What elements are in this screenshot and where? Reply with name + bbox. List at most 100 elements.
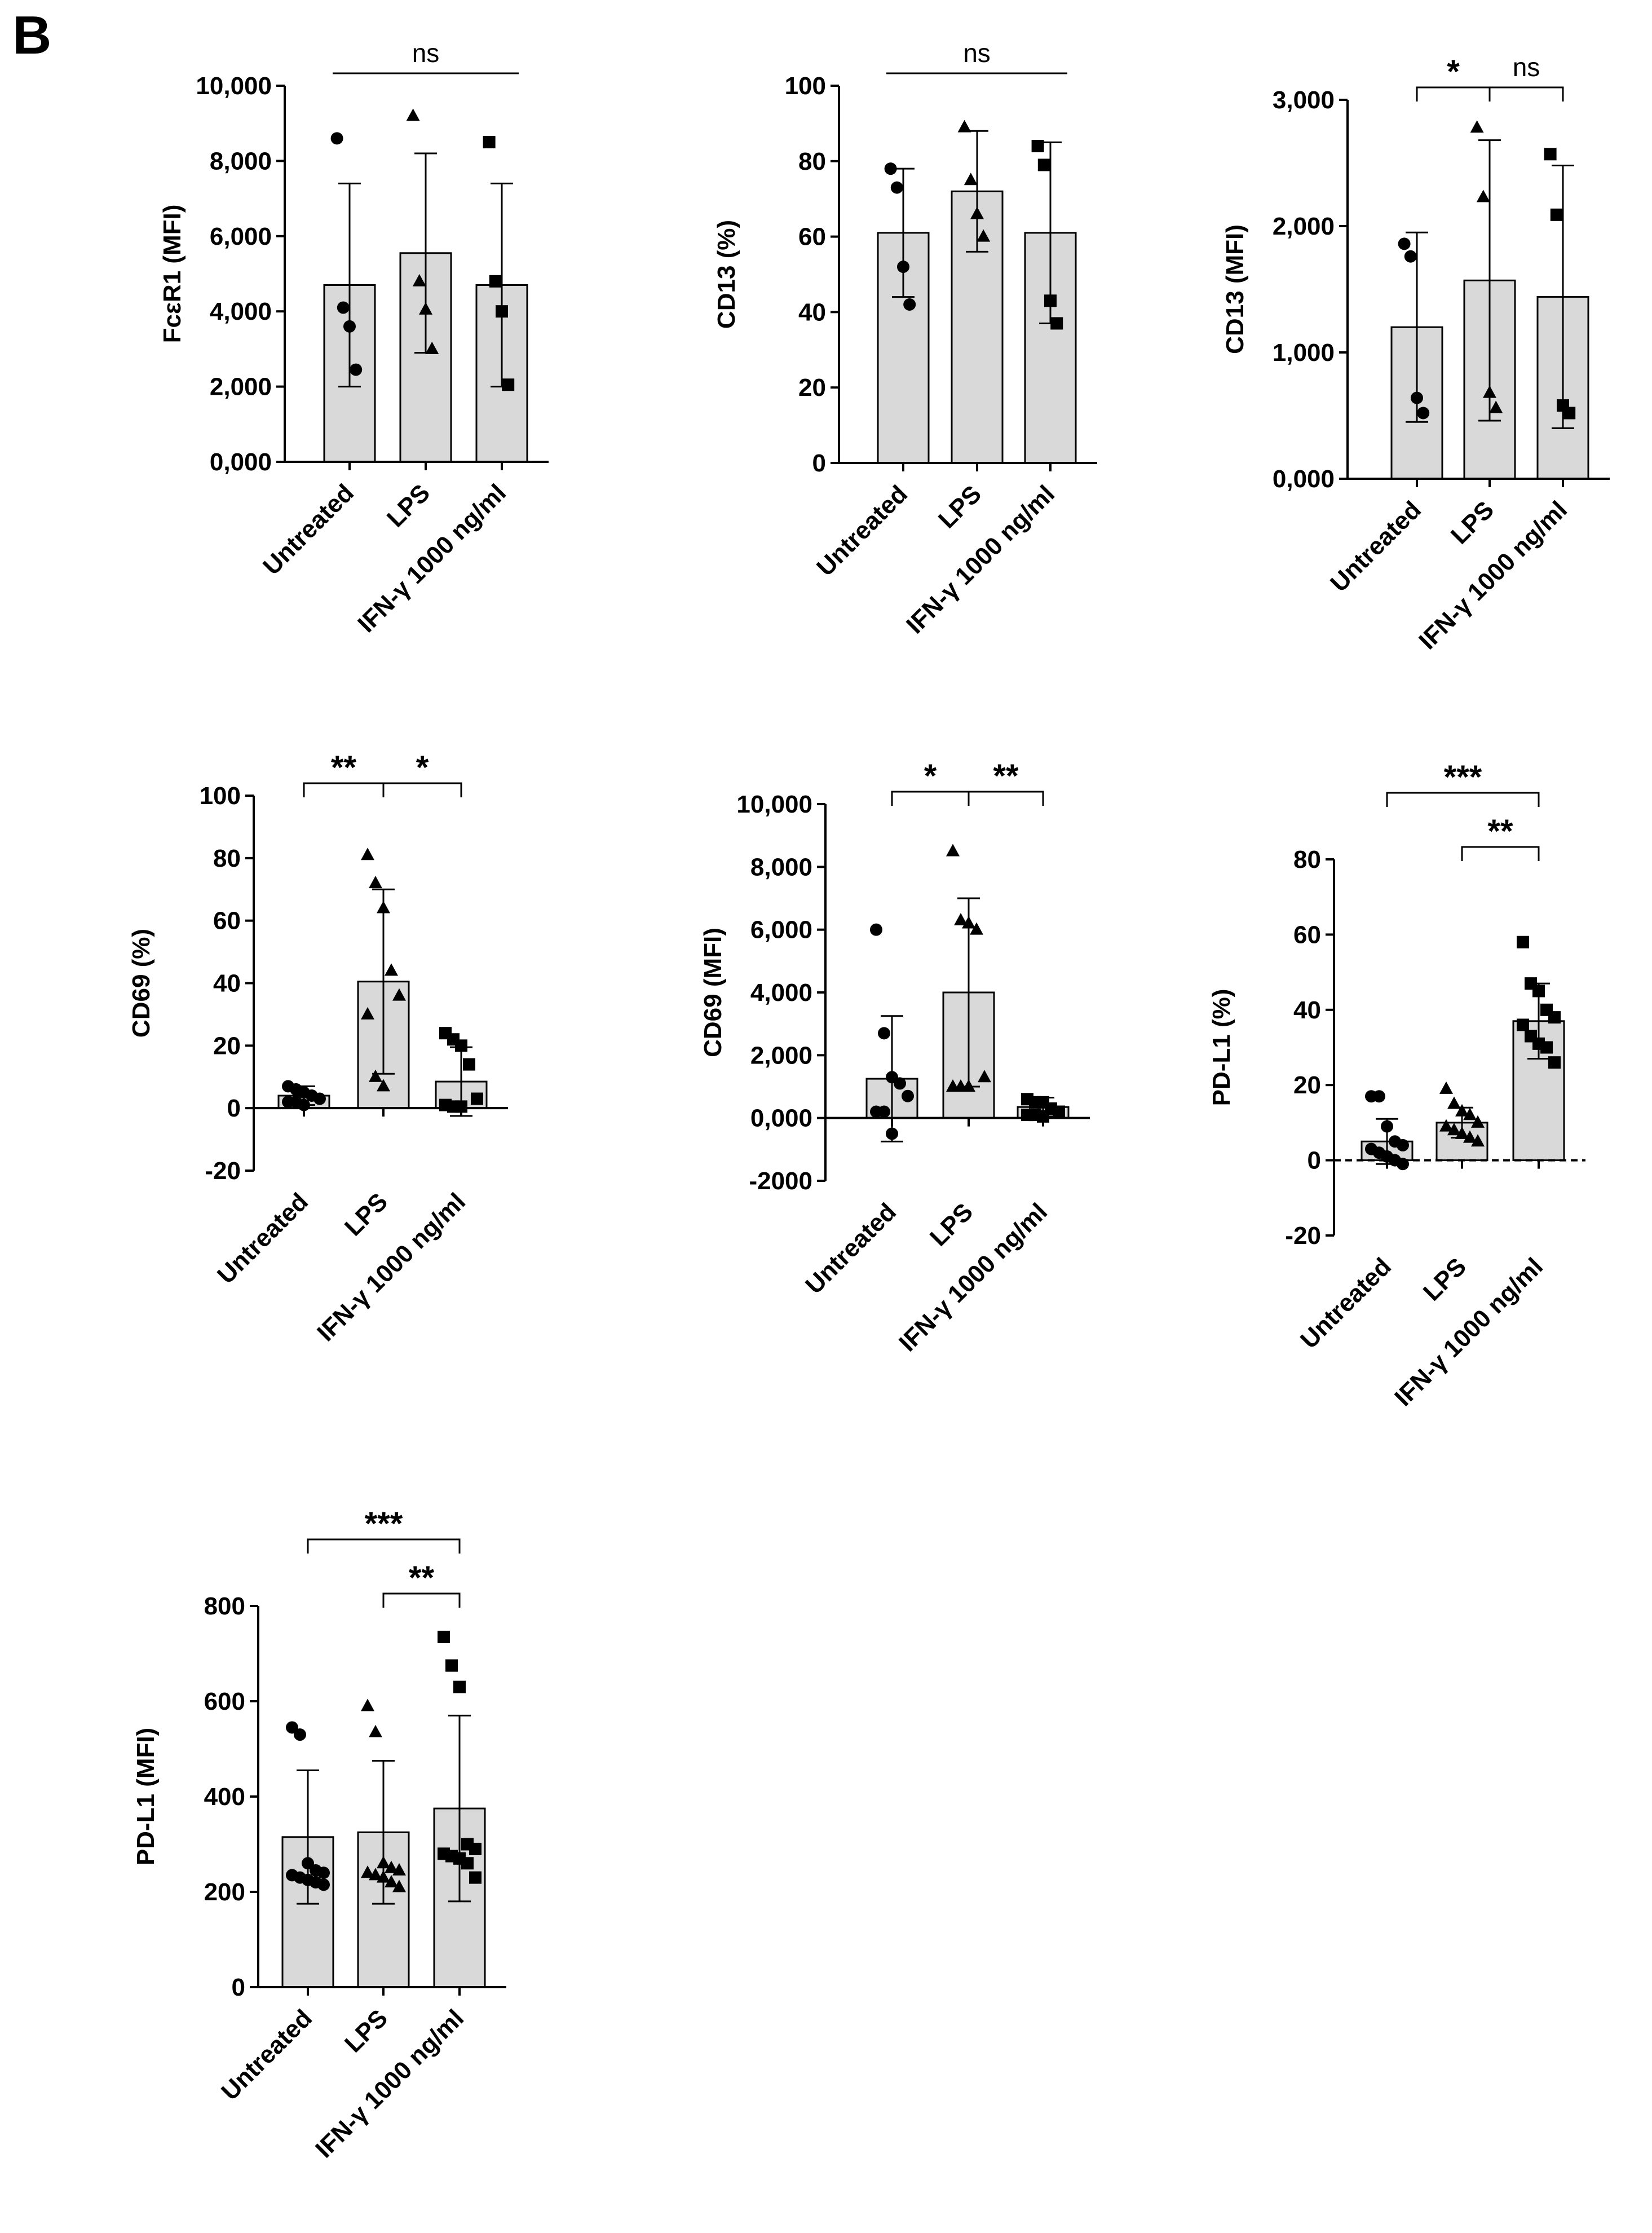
point-triangle	[369, 1724, 382, 1737]
point-circle	[313, 1092, 326, 1105]
point-square	[1544, 148, 1557, 161]
point-triangle	[1447, 1096, 1461, 1109]
point-square	[461, 1857, 474, 1870]
point-square	[455, 1100, 467, 1113]
x-tick-label: Untreated	[258, 479, 359, 580]
point-triangle	[1455, 1104, 1469, 1116]
y-tick-label: 0,000	[210, 448, 272, 476]
point-circle	[1397, 1138, 1409, 1151]
point-triangle	[970, 922, 983, 935]
x-tick-label: Untreated	[811, 480, 913, 581]
y-tick-label: 20	[1293, 1071, 1321, 1099]
point-circle	[330, 132, 343, 145]
y-tick-label: 200	[204, 1878, 245, 1906]
x-tick-label: LPS	[339, 1188, 393, 1241]
y-tick-label: 800	[204, 1592, 245, 1620]
point-triangle	[377, 1856, 390, 1869]
x-tick-label: LPS	[925, 1198, 978, 1251]
point-square	[1548, 1011, 1561, 1024]
y-tick-label: 3,000	[1273, 86, 1335, 114]
point-triangle	[385, 1860, 398, 1873]
significance-label: ns	[963, 38, 991, 68]
significance-bracket	[968, 791, 1044, 806]
y-tick-label: 2,000	[1273, 213, 1335, 240]
panel-letter: B	[12, 5, 52, 65]
point-circle	[886, 1127, 898, 1140]
chart-cd69-mfi: -2000 0,000 2,000 4,000 6,000 8,000 10,000 Untr…	[699, 758, 1090, 1357]
x-tick-label: Untreated	[800, 1198, 902, 1299]
point-triangle	[954, 912, 968, 925]
point-triangle	[406, 108, 420, 121]
y-tick-label: 80	[798, 148, 826, 175]
significance-label: *	[924, 758, 937, 795]
x-tick-label: LPS	[933, 480, 987, 533]
point-triangle	[377, 1870, 390, 1883]
y-tick-label: 100	[785, 72, 826, 100]
point-triangle	[1439, 1119, 1453, 1132]
point-square	[502, 378, 515, 391]
x-tick-label: Untreated	[1325, 496, 1426, 597]
y-axis-label: CD69 (MFI)	[699, 928, 727, 1057]
y-tick-label: 4,000	[210, 298, 272, 325]
y-tick-label: 10,000	[196, 72, 272, 100]
y-axis-label: CD69 (%)	[127, 929, 155, 1038]
x-tick-label: Untreated	[1295, 1252, 1397, 1354]
point-triangle	[1447, 1123, 1461, 1136]
y-axis-label: PD-L1 (%)	[1208, 989, 1235, 1106]
point-triangle	[377, 901, 390, 914]
y-tick-label: 40	[1293, 996, 1321, 1024]
x-tick-label: LPS	[339, 2004, 393, 2058]
point-triangle	[425, 341, 439, 354]
significance-bracket	[382, 1592, 461, 1608]
y-tick-label: 0	[1308, 1147, 1321, 1175]
point-triangle	[1455, 1126, 1469, 1139]
point-circle	[902, 1089, 914, 1102]
point-square	[469, 1871, 482, 1884]
point-triangle	[377, 1079, 390, 1092]
y-tick-label: 6,000	[210, 223, 272, 250]
point-square	[1563, 407, 1576, 420]
significance-bracket	[307, 1538, 461, 1554]
point-circle	[302, 1857, 314, 1870]
point-square	[496, 305, 508, 318]
y-axis-label: FcεR1 (MFI)	[158, 205, 186, 343]
point-triangle	[385, 963, 398, 976]
point-square	[1031, 140, 1044, 153]
significance-label: **	[409, 1560, 435, 1596]
point-circle	[1417, 407, 1430, 420]
y-tick-label: 80	[213, 845, 241, 872]
point-triangle	[962, 1079, 975, 1092]
point-circle	[884, 162, 897, 175]
significance-label: **	[331, 749, 357, 786]
point-square	[1540, 1041, 1553, 1054]
point-circle	[317, 1866, 330, 1879]
significance-label: **	[993, 758, 1019, 795]
point-triangle	[361, 1007, 374, 1020]
point-circle	[317, 1878, 330, 1891]
y-tick-label: -2000	[749, 1167, 812, 1195]
y-tick-label: 20	[213, 1032, 241, 1060]
point-triangle	[1463, 1107, 1477, 1120]
point-triangle	[1471, 1134, 1485, 1147]
point-triangle	[977, 229, 991, 242]
x-tick-label: LPS	[1446, 496, 1499, 549]
point-circle	[1381, 1120, 1393, 1133]
x-tick-label: IFN-γ 1000 ng/ml	[310, 2004, 469, 2163]
y-tick-label: 2,000	[750, 1042, 812, 1069]
y-tick-label: 0	[227, 1095, 241, 1122]
y-tick-label: 40	[213, 970, 241, 998]
y-tick-label: 8,000	[210, 147, 272, 175]
point-triangle	[419, 302, 432, 315]
point-circle	[294, 1728, 306, 1741]
y-tick-label: 8,000	[750, 853, 812, 881]
significance-label: ns	[1513, 52, 1540, 82]
point-circle	[1411, 391, 1423, 404]
y-tick-label: 60	[798, 223, 826, 251]
y-tick-label: 0	[812, 449, 826, 477]
y-tick-label: 20	[798, 374, 826, 401]
point-square	[453, 1680, 466, 1693]
point-square	[483, 136, 496, 149]
